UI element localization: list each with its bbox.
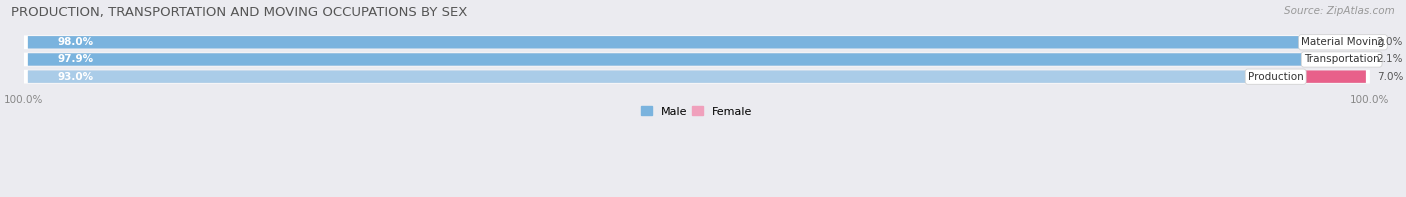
Text: Material Moving: Material Moving (1302, 37, 1385, 47)
FancyBboxPatch shape (1337, 53, 1365, 66)
Text: Transportation: Transportation (1303, 55, 1379, 64)
FancyBboxPatch shape (28, 71, 1365, 83)
Text: Production: Production (1247, 72, 1303, 82)
FancyBboxPatch shape (24, 70, 1369, 84)
Text: 2.1%: 2.1% (1376, 55, 1403, 64)
FancyBboxPatch shape (24, 35, 1369, 49)
Text: 97.9%: 97.9% (58, 55, 94, 64)
FancyBboxPatch shape (28, 53, 1365, 66)
FancyBboxPatch shape (28, 36, 1365, 48)
Text: 2.0%: 2.0% (1376, 37, 1403, 47)
FancyBboxPatch shape (1339, 36, 1365, 48)
FancyBboxPatch shape (28, 36, 1343, 48)
FancyBboxPatch shape (1271, 71, 1365, 83)
Text: 93.0%: 93.0% (58, 72, 94, 82)
Text: PRODUCTION, TRANSPORTATION AND MOVING OCCUPATIONS BY SEX: PRODUCTION, TRANSPORTATION AND MOVING OC… (11, 6, 468, 19)
FancyBboxPatch shape (28, 53, 1341, 66)
Legend: Male, Female: Male, Female (641, 107, 752, 117)
FancyBboxPatch shape (28, 71, 1275, 83)
Text: Source: ZipAtlas.com: Source: ZipAtlas.com (1284, 6, 1395, 16)
Text: 7.0%: 7.0% (1376, 72, 1403, 82)
FancyBboxPatch shape (24, 53, 1369, 66)
Text: 98.0%: 98.0% (58, 37, 94, 47)
